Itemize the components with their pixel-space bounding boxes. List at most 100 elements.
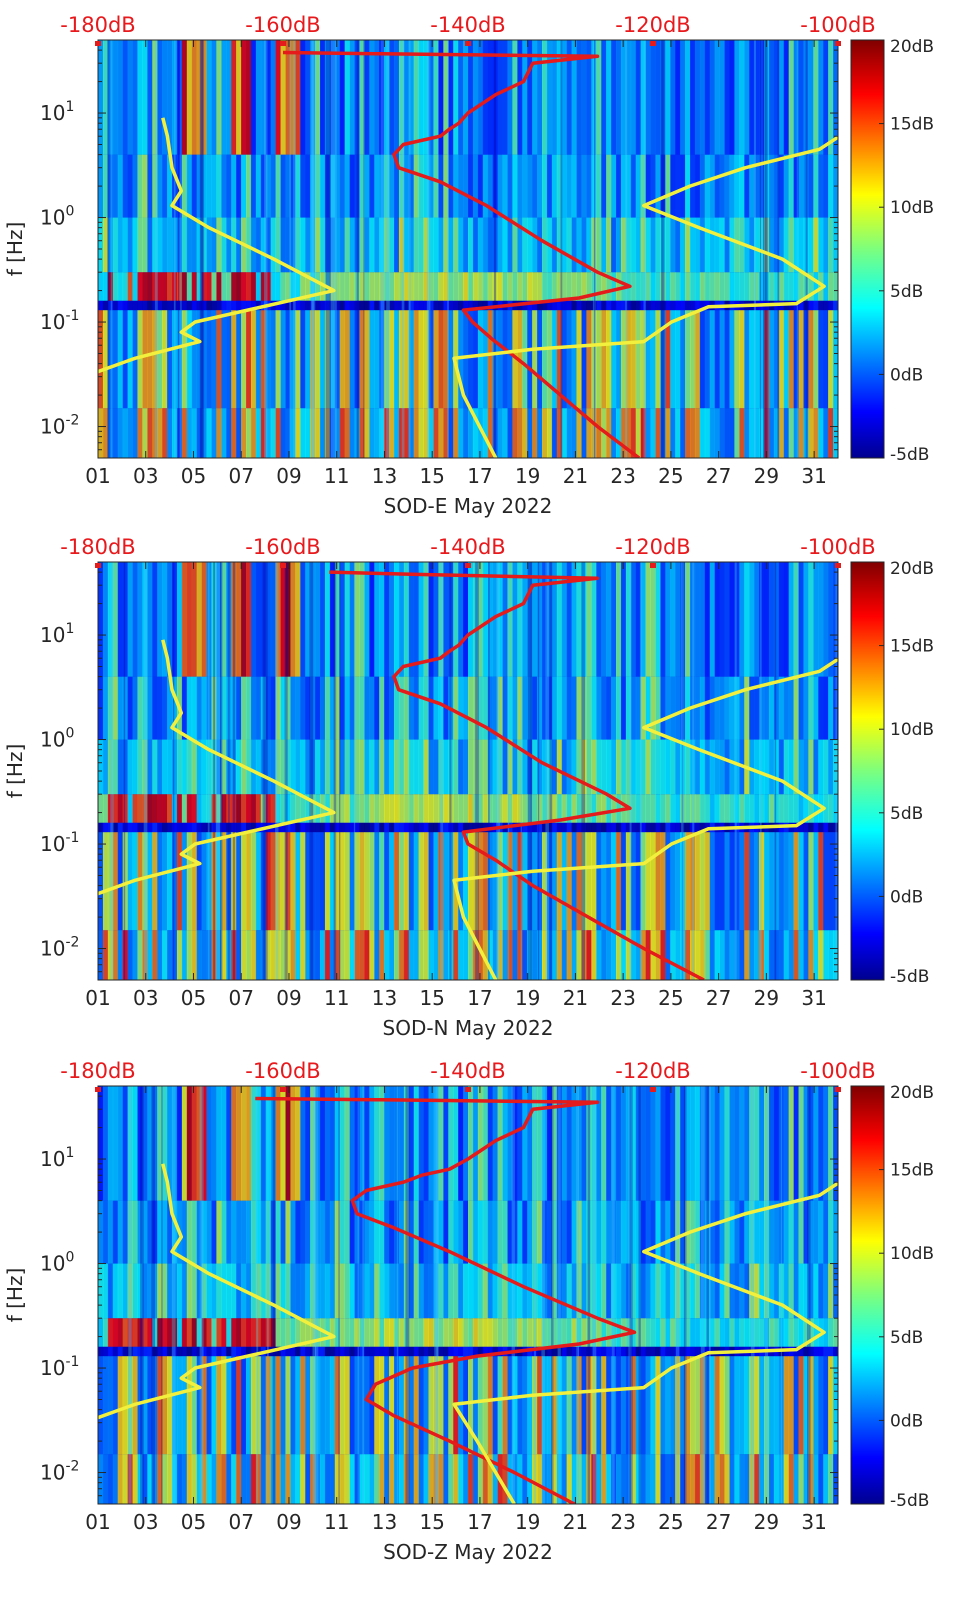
x-tick-label: 31	[801, 1510, 826, 1534]
y-tick-exponent: -2	[65, 935, 79, 951]
colorbar-tick-label: 0dB	[890, 1411, 923, 1431]
colorbar-tick-label: 0dB	[890, 887, 923, 907]
panels-root: 01 03 05 07 09 11 13 15 17 19 21 23 25 27 29 3110-210-1…	[3, 13, 934, 1564]
x-tick-label: 11	[324, 986, 349, 1010]
top-axis-marker	[280, 1087, 286, 1092]
y-tick-base: 10	[40, 832, 65, 856]
top-axis-label: -140dB	[430, 13, 505, 37]
x-tick-label: 07	[228, 986, 253, 1010]
top-axis-marker	[835, 563, 841, 568]
colorbar-tick-label: 15dB	[890, 637, 934, 657]
x-tick-label: 27	[706, 1510, 731, 1534]
top-axis-label: -140dB	[430, 535, 505, 559]
x-axis-title: SOD-Z May 2022	[383, 1540, 553, 1564]
colorbar-tick-label: 10dB	[890, 1244, 934, 1264]
x-tick-label: 21	[563, 1510, 588, 1534]
colorbar-tick-label: 5dB	[890, 282, 923, 302]
colorbar-tick-label: 0dB	[890, 365, 923, 385]
y-tick-exponent: -2	[65, 413, 79, 429]
colorbar-tick-label: 5dB	[890, 1328, 923, 1348]
panel-2: 01 03 05 07 09 11 13 15 17 19 21 23 25 27 29 3110-210-1…	[3, 535, 934, 1040]
y-axis-title: f [Hz]	[3, 222, 27, 277]
x-axis-title: SOD-E May 2022	[384, 494, 553, 518]
x-tick-label: 15	[419, 464, 444, 488]
y-tick-base: 10	[40, 310, 65, 334]
top-axis-label: -120dB	[615, 1059, 690, 1083]
y-tick-exponent: 0	[65, 726, 74, 742]
top-axis-label: -120dB	[615, 535, 690, 559]
x-tick-label: 17	[467, 1510, 492, 1534]
top-axis-marker	[280, 563, 286, 568]
top-axis-marker	[835, 41, 841, 46]
x-tick-label: 17	[467, 464, 492, 488]
y-tick-exponent: 1	[65, 621, 74, 637]
colorbar-tick-label: -5dB	[890, 967, 929, 987]
x-axis-title: SOD-N May 2022	[383, 1016, 554, 1040]
x-tick-label: 29	[754, 464, 779, 488]
top-axis-marker	[95, 563, 101, 568]
x-tick-label: 15	[419, 986, 444, 1010]
y-tick-exponent: -2	[65, 1459, 79, 1475]
spectrogram-image	[98, 40, 838, 458]
top-axis-label: -100dB	[800, 535, 875, 559]
x-tick-label: 09	[276, 464, 301, 488]
x-tick-label: 01	[85, 986, 110, 1010]
x-tick-label: 05	[181, 464, 206, 488]
top-axis-marker	[95, 1087, 101, 1092]
y-tick-label: 100	[40, 204, 74, 230]
spectrogram-image	[98, 562, 838, 980]
x-tick-label: 31	[801, 464, 826, 488]
x-tick-label: 29	[754, 1510, 779, 1534]
x-tick-label: 03	[133, 986, 158, 1010]
x-tick-label: 01	[85, 464, 110, 488]
x-tick-label: 19	[515, 464, 540, 488]
colorbar-tick-label: 15dB	[890, 1161, 934, 1181]
x-tick-label: 27	[706, 464, 731, 488]
series-line-yellow-noise-line-right	[452, 135, 838, 458]
y-tick-label: 101	[40, 621, 74, 647]
top-axis-marker	[465, 1087, 471, 1092]
colorbar: -5dB 0dB 5dB 10dB 15dB 20dB	[850, 559, 934, 987]
series-line-red-psd-line	[282, 50, 641, 458]
series-line-yellow-noise-line-right	[452, 657, 838, 980]
x-tick-label: 09	[276, 1510, 301, 1534]
x-tick-label: 27	[706, 986, 731, 1010]
series-line-yellow-noise-line-left	[98, 639, 336, 896]
top-axis-marker	[650, 563, 656, 568]
x-tick-label: 07	[228, 1510, 253, 1534]
y-tick-base: 10	[40, 1356, 65, 1380]
y-tick-label: 10-1	[40, 830, 79, 856]
colorbar-tick-label: -5dB	[890, 445, 929, 465]
x-tick-label: 25	[658, 986, 683, 1010]
y-tick-label: 100	[40, 726, 74, 752]
colorbar: -5dB 0dB 5dB 10dB 15dB 20dB	[850, 1083, 934, 1511]
y-tick-label: 100	[40, 1250, 74, 1276]
top-axis-label: -160dB	[245, 13, 320, 37]
x-tick-label: 31	[801, 986, 826, 1010]
y-tick-base: 10	[40, 623, 65, 647]
y-tick-exponent: 1	[65, 1145, 74, 1161]
series-line-yellow-noise-line-left	[98, 117, 336, 374]
top-axis-label: -140dB	[430, 1059, 505, 1083]
x-tick-label: 09	[276, 986, 301, 1010]
y-tick-label: 10-2	[40, 935, 79, 961]
spectrogram-image	[98, 1086, 838, 1504]
x-tick-label: 13	[372, 1510, 397, 1534]
colorbar-tick-label: 10dB	[890, 198, 934, 218]
top-axis-label: -120dB	[615, 13, 690, 37]
x-tick-label: 03	[133, 464, 158, 488]
x-tick-label: 13	[372, 986, 397, 1010]
colorbar-tick-label: 20dB	[890, 1083, 934, 1103]
top-axis-label: -160dB	[245, 535, 320, 559]
series-line-yellow-noise-line-right	[452, 1181, 838, 1504]
top-axis-marker	[95, 41, 101, 46]
colorbar-tick-label: 15dB	[890, 115, 934, 135]
panel-1: 01 03 05 07 09 11 13 15 17 19 21 23 25 27 29 3110-210-1…	[3, 13, 934, 518]
x-tick-label: 23	[610, 986, 635, 1010]
y-axis-title: f [Hz]	[3, 744, 27, 799]
colorbar: -5dB 0dB 5dB 10dB 15dB 20dB	[850, 37, 934, 465]
y-axis-title: f [Hz]	[3, 1268, 27, 1323]
series-line-yellow-noise-line-left	[98, 1163, 336, 1420]
colorbar-tick-label: 20dB	[890, 37, 934, 57]
x-tick-label: 05	[181, 986, 206, 1010]
